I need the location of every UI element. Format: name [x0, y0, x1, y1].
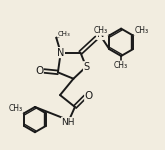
Text: CH₃: CH₃ [114, 61, 128, 70]
Text: S: S [83, 62, 90, 72]
Text: CH₃: CH₃ [134, 26, 148, 35]
Text: O: O [35, 66, 43, 76]
Text: NH: NH [62, 118, 75, 127]
Text: N: N [57, 48, 64, 58]
Text: CH₃: CH₃ [9, 104, 23, 113]
Text: CH₃: CH₃ [94, 26, 108, 35]
Text: N: N [97, 29, 104, 39]
Text: O: O [85, 91, 93, 101]
Text: CH₃: CH₃ [57, 31, 70, 37]
